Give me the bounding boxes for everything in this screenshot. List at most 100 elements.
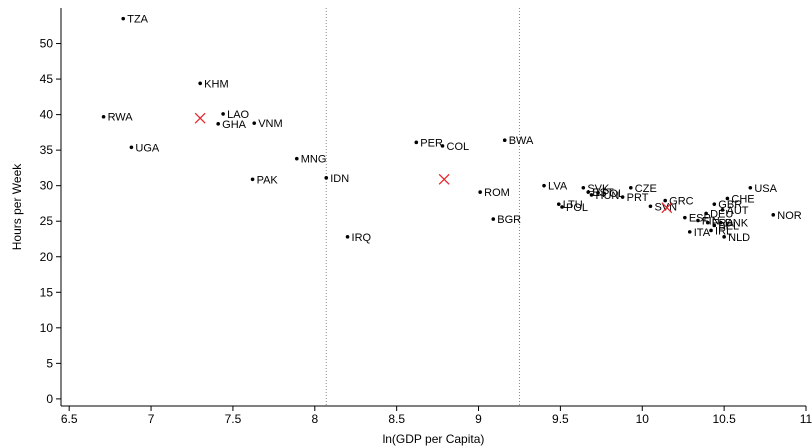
data-point — [101, 114, 106, 119]
data-point — [221, 112, 225, 116]
point-label: RWA — [108, 112, 134, 124]
x-tick-label: 11 — [800, 412, 812, 426]
point-label: LTU — [563, 199, 583, 211]
x-tick-label: 8 — [311, 412, 318, 426]
y-axis-ticks: 0 5 10 15 20 25 30 35 40 45 50 — [40, 37, 61, 406]
x-axis-ticks: 6.5 7 7.5 8 8.5 9 9.5 10 10.5 11 — [61, 406, 812, 426]
data-point — [771, 213, 776, 217]
point-label: BEL — [718, 220, 739, 232]
point-label: BWA — [509, 135, 534, 147]
data-point — [596, 190, 600, 195]
x-tick-label: 10.5 — [712, 412, 736, 426]
data-point — [683, 215, 687, 220]
x-tick-label: 7.5 — [225, 412, 242, 426]
data-point — [491, 217, 496, 221]
data-point — [719, 220, 723, 225]
point-label: TZA — [127, 14, 148, 26]
data-point — [581, 186, 586, 190]
data-point — [586, 190, 591, 194]
point-label: POL — [602, 188, 624, 200]
point-label: IRL — [715, 225, 732, 237]
x-tick-label: 7 — [148, 412, 155, 426]
point-label: BGR — [497, 214, 521, 226]
data-point — [250, 177, 255, 182]
reference-lines — [325, 8, 520, 406]
data-point — [589, 193, 594, 197]
data-point — [725, 196, 730, 201]
point-label: UGA — [135, 142, 160, 154]
point-label: KHM — [204, 78, 228, 90]
data-point — [696, 218, 700, 223]
point-label: PAK — [257, 174, 279, 186]
data-point — [712, 223, 717, 228]
y-axis-title: Hours per Week — [10, 163, 24, 250]
data-points: TZA KHM LAO RWA GHA VNM UGA MNG PAK IDN IRQ PER COL B… — [101, 14, 802, 244]
point-label: PER — [420, 137, 443, 149]
point-label: PRT — [627, 192, 649, 204]
data-point — [629, 186, 633, 190]
point-label: VNM — [258, 118, 282, 130]
data-point — [687, 230, 692, 234]
data-point — [129, 145, 134, 150]
point-label: CHE — [731, 193, 754, 205]
point-label: ROM — [484, 187, 510, 199]
y-tick-label: 0 — [46, 392, 53, 406]
point-label: SVK — [587, 183, 610, 195]
y-tick-label: 10 — [40, 321, 54, 335]
y-tick-label: 40 — [40, 108, 54, 122]
axes — [60, 8, 806, 407]
data-point — [560, 205, 564, 209]
data-point — [748, 186, 753, 190]
point-label: MNG — [301, 154, 327, 166]
point-label: GRC — [669, 196, 694, 208]
point-label: NOR — [777, 210, 802, 222]
x-tick-label: 8.5 — [388, 412, 405, 426]
data-point — [440, 144, 445, 148]
point-label: COL — [447, 141, 470, 153]
point-label: AUT — [726, 205, 748, 217]
point-label: EST — [592, 187, 614, 199]
point-label: HUN — [596, 190, 620, 202]
y-tick-label: 25 — [40, 214, 54, 228]
point-label: IRQ — [352, 232, 372, 244]
data-point — [502, 138, 507, 142]
data-point — [648, 204, 653, 209]
data-point — [709, 228, 713, 233]
data-point — [324, 176, 329, 180]
data-point — [121, 16, 126, 21]
point-label: LAO — [227, 109, 249, 121]
mean-marker — [194, 112, 206, 124]
data-point — [704, 211, 708, 216]
point-label: POL — [566, 202, 588, 214]
data-point — [620, 195, 625, 199]
data-point — [722, 235, 726, 239]
data-point — [705, 220, 710, 225]
data-point — [663, 198, 667, 203]
point-label: ITA — [694, 227, 711, 239]
data-point — [198, 81, 202, 86]
x-tick-label: 9 — [475, 412, 482, 426]
point-label: USA — [754, 183, 777, 195]
x-tick-label: 6.5 — [61, 412, 78, 426]
x-tick-label: 10 — [636, 412, 650, 426]
y-tick-label: 20 — [40, 250, 54, 264]
y-tick-label: 5 — [46, 356, 53, 370]
data-point — [252, 121, 257, 125]
y-tick-label: 30 — [40, 179, 54, 193]
data-point — [294, 156, 299, 161]
point-label: DNK — [725, 218, 749, 230]
x-tick-label: 9.5 — [552, 412, 569, 426]
point-label: DEU — [710, 208, 733, 220]
y-tick-label: 50 — [40, 37, 54, 51]
point-label: FRA — [712, 218, 735, 230]
data-point — [345, 235, 350, 239]
point-label: ESP — [689, 213, 711, 225]
y-tick-label: 35 — [40, 143, 54, 157]
data-point — [720, 208, 725, 212]
point-label: NLD — [728, 232, 750, 244]
data-point — [556, 202, 561, 206]
point-label: GHA — [222, 119, 247, 131]
point-label: CZE — [635, 183, 657, 195]
data-point — [414, 140, 419, 145]
